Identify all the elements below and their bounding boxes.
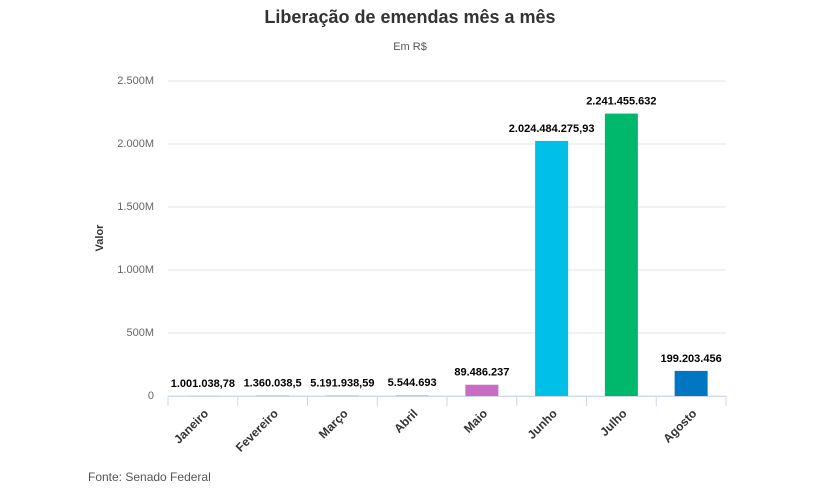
bar bbox=[535, 140, 569, 396]
x-tick-label: Julho bbox=[597, 406, 630, 439]
x-tick-label: Janeiro bbox=[171, 406, 211, 446]
chart-subtitle: Em R$ bbox=[393, 41, 427, 53]
y-axis-title: Valor bbox=[94, 224, 106, 252]
bar bbox=[465, 384, 499, 396]
value-label: 199.203.456 bbox=[661, 353, 722, 365]
value-label: 2.241.455.632 bbox=[586, 95, 656, 107]
bar bbox=[674, 370, 708, 396]
x-tick-label: Fevereiro bbox=[233, 406, 281, 454]
bar bbox=[395, 395, 429, 396]
y-tick-label: 1.500M bbox=[117, 201, 154, 213]
y-tick-label: 500M bbox=[126, 327, 154, 339]
value-label: 89.486.237 bbox=[454, 367, 509, 379]
bar bbox=[604, 113, 638, 396]
value-label: 5.544.693 bbox=[388, 377, 437, 389]
source: Fonte: Senado Federal bbox=[88, 470, 211, 484]
x-tick-label: Março bbox=[316, 406, 351, 441]
x-tick-label: Maio bbox=[461, 406, 490, 435]
value-label: 1.360.038,5 bbox=[244, 378, 302, 390]
x-tick-label: Junho bbox=[525, 406, 560, 441]
value-label: 2.024.484.275,93 bbox=[509, 123, 595, 135]
y-tick-label: 2.500M bbox=[117, 75, 154, 87]
x-tick-label: Abril bbox=[391, 406, 420, 435]
value-label: 5.191.938,59 bbox=[310, 377, 374, 389]
y-tick-label: 0 bbox=[148, 390, 154, 402]
y-tick-label: 2.000M bbox=[117, 138, 154, 150]
y-tick-label: 1.000M bbox=[117, 264, 154, 276]
bar bbox=[325, 395, 359, 396]
chart-title: Liberação de emendas mês a mês bbox=[264, 7, 555, 27]
x-tick-label: Agosto bbox=[660, 406, 699, 445]
value-label: 1.001.038,78 bbox=[171, 378, 235, 390]
